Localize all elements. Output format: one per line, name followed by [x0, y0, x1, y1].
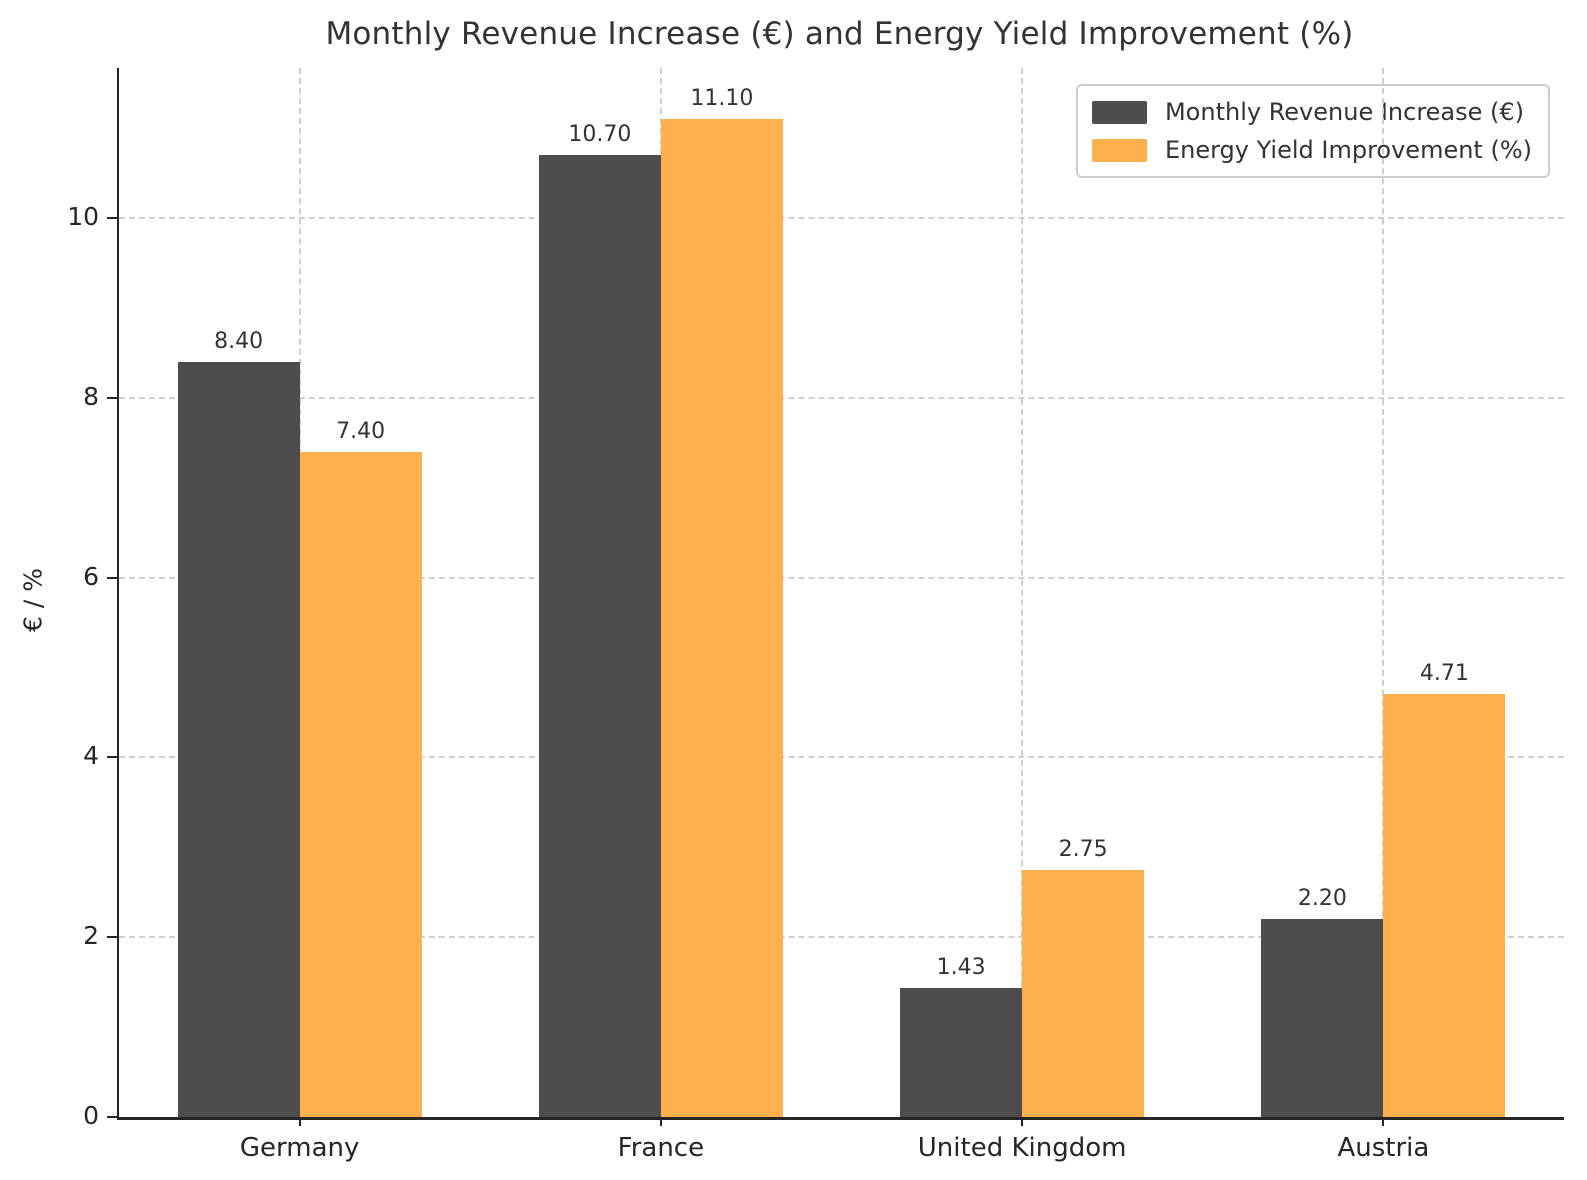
- bar-value-label: 10.70: [568, 122, 632, 148]
- bar-value-label: 2.20: [1297, 886, 1347, 912]
- y-tick-label: 6: [83, 561, 99, 591]
- y-tick-mark: [107, 217, 117, 220]
- bar-value-label: 11.10: [690, 86, 754, 112]
- bar-energy-yield-improvement-united-kingdom: [1022, 869, 1145, 1117]
- y-tick-label: 8: [83, 381, 99, 411]
- legend-swatch: [1091, 138, 1147, 162]
- gridline-vertical: [1021, 68, 1024, 1117]
- bar-value-label: 1.43: [936, 955, 986, 981]
- bar-energy-yield-improvement-germany: [299, 451, 422, 1117]
- legend-label: Energy Yield Improvement (%): [1164, 136, 1532, 164]
- bar-monthly-revenue-increase-austria: [1261, 919, 1384, 1117]
- bar-monthly-revenue-increase-germany: [177, 361, 300, 1117]
- bar-value-label: 4.71: [1419, 660, 1469, 686]
- x-tick-label: Germany: [239, 1133, 360, 1163]
- y-tick-label: 0: [83, 1101, 99, 1130]
- bar-energy-yield-improvement-austria: [1383, 693, 1506, 1117]
- plot-area: Monthly Revenue Increase (€) Energy Yield…: [67, 68, 1564, 1163]
- y-tick-mark: [107, 756, 117, 759]
- bar-monthly-revenue-increase-france: [538, 155, 661, 1117]
- x-tick-label: Austria: [1337, 1133, 1430, 1163]
- x-tick-mark: [298, 1117, 301, 1126]
- legend-swatch: [1091, 100, 1147, 124]
- y-tick-mark: [107, 396, 117, 399]
- gridline-horizontal: [119, 936, 1564, 939]
- legend: Monthly Revenue Increase (€) Energy Yield…: [1075, 84, 1550, 178]
- gridline-horizontal: [119, 217, 1564, 220]
- y-tick-mark: [107, 1116, 117, 1118]
- legend-item: Monthly Revenue Increase (€): [1091, 98, 1532, 126]
- chart-title: Monthly Revenue Increase (€) and Energy …: [325, 16, 1354, 52]
- bar-value-label: 2.75: [1058, 836, 1108, 862]
- x-tick-label: United Kingdom: [917, 1133, 1127, 1163]
- bar-monthly-revenue-increase-united-kingdom: [900, 988, 1023, 1117]
- y-tick-label: 2: [83, 921, 99, 951]
- x-tick-mark: [659, 1117, 662, 1126]
- gridline-horizontal: [119, 576, 1564, 579]
- bar-energy-yield-improvement-france: [660, 119, 783, 1117]
- x-tick-mark: [1021, 1117, 1024, 1126]
- gridline-vertical: [1382, 68, 1385, 1117]
- x-tick-label: France: [617, 1133, 705, 1163]
- y-tick-mark: [107, 576, 117, 579]
- bar-value-label: 8.40: [214, 328, 264, 354]
- legend-label: Monthly Revenue Increase (€): [1164, 98, 1525, 126]
- gridline-horizontal: [119, 756, 1564, 759]
- y-tick-label: 10: [67, 202, 99, 232]
- bar-value-label: 7.40: [336, 418, 386, 444]
- y-tick-mark: [107, 936, 117, 939]
- x-tick-mark: [1382, 1117, 1385, 1126]
- legend-item: Energy Yield Improvement (%): [1091, 136, 1532, 164]
- y-tick-label: 4: [83, 741, 99, 771]
- gridline-horizontal: [119, 396, 1564, 399]
